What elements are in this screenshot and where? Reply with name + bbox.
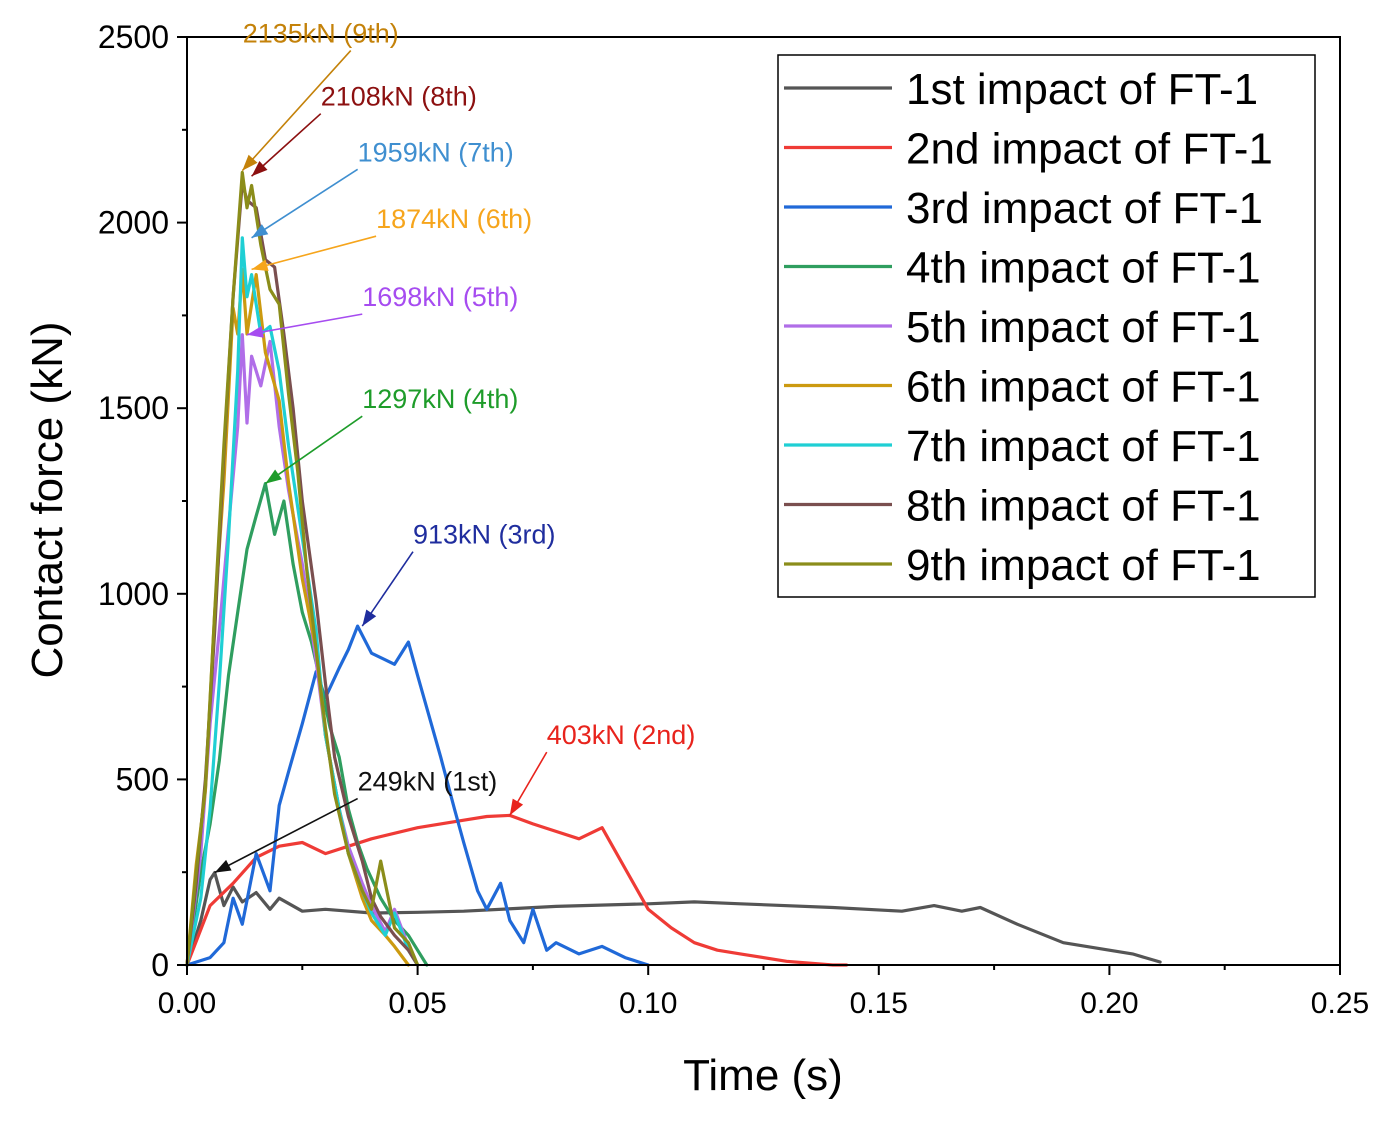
y-tick-label: 1500: [98, 390, 169, 426]
x-tick-label: 0.10: [619, 987, 677, 1020]
annotation-arrow-head: [251, 259, 269, 271]
annotation-arrow-head: [265, 469, 282, 484]
annotation-label: 403kN (2nd): [547, 720, 696, 750]
series-line-9: [185, 170, 420, 967]
annotation-arrow-head: [509, 798, 524, 816]
series-line-3: [185, 624, 650, 967]
series-layer: [185, 170, 1162, 967]
x-tick-label: 0.05: [388, 987, 446, 1020]
annotation-arrow-head: [362, 609, 377, 627]
legend-label: 6th impact of FT-1: [906, 363, 1261, 412]
annotation-arrow-line: [251, 235, 377, 271]
annotation-arrow-head: [242, 154, 258, 171]
annotation-label: 913kN (3rd): [413, 520, 556, 550]
series-line-4: [185, 482, 429, 967]
legend-label: 2nd impact of FT-1: [906, 125, 1273, 174]
x-tick-label: 0.00: [158, 987, 216, 1020]
series-line-7: [185, 236, 420, 967]
annotation-label: 1959kN (7th): [358, 137, 514, 167]
annotation-arrow-head: [247, 326, 264, 338]
y-tick-label: 1000: [98, 576, 169, 612]
annotation-arrow-line: [241, 50, 352, 172]
annotation-arrow-head: [251, 224, 269, 238]
series-line-1: [185, 870, 1162, 967]
annotation-arrow-head: [251, 161, 268, 177]
annotation-label: 2135kN (9th): [243, 19, 399, 49]
y-tick-label: 2000: [98, 205, 169, 241]
series-line-2: [185, 813, 849, 967]
annotation-arrow-head: [214, 859, 232, 873]
y-axis-label: Contact force (kN): [23, 322, 72, 679]
y-tick-label: 0: [151, 947, 169, 983]
annotation-arrow-line: [264, 415, 363, 485]
x-axis-label: Time (s): [683, 1051, 843, 1100]
legend-label: 3rd impact of FT-1: [906, 184, 1263, 233]
annotation-arrow-line: [251, 168, 359, 239]
legend: 1st impact of FT-1 2nd impact of FT-1 3rd …: [777, 54, 1316, 598]
legend-label: 7th impact of FT-1: [906, 422, 1261, 471]
legend-label: 5th impact of FT-1: [906, 303, 1261, 352]
annotation-arrow-line: [214, 797, 359, 874]
y-tick-label: 2500: [98, 19, 169, 55]
annotation-arrow-line: [246, 313, 363, 336]
annotation-layer: 249kN (1st) 403kN (2nd) 913kN (3rd) 1297kN …: [214, 19, 696, 874]
annotation-label: 1874kN (6th): [376, 204, 532, 234]
annotation-label: 1698kN (5th): [362, 282, 518, 312]
legend-label: 9th impact of FT-1: [906, 541, 1261, 590]
legend-label: 4th impact of FT-1: [906, 244, 1261, 293]
y-tick-label: 500: [116, 761, 169, 797]
annotation-label: 2108kN (8th): [321, 82, 477, 112]
axis-layer: 0.00 0.05 0.10 0.15 0.20 0.25 0 500 1000 1500 2000…: [98, 19, 1369, 1020]
x-tick-label: 0.20: [1080, 987, 1138, 1020]
x-tick-label: 0.25: [1311, 987, 1369, 1020]
annotation-label: 1297kN (4th): [362, 384, 518, 414]
annotation-label: 249kN (1st): [358, 767, 498, 797]
legend-label: 8th impact of FT-1: [906, 482, 1261, 531]
legend-label: 1st impact of FT-1: [906, 65, 1258, 114]
x-tick-label: 0.15: [850, 987, 908, 1020]
